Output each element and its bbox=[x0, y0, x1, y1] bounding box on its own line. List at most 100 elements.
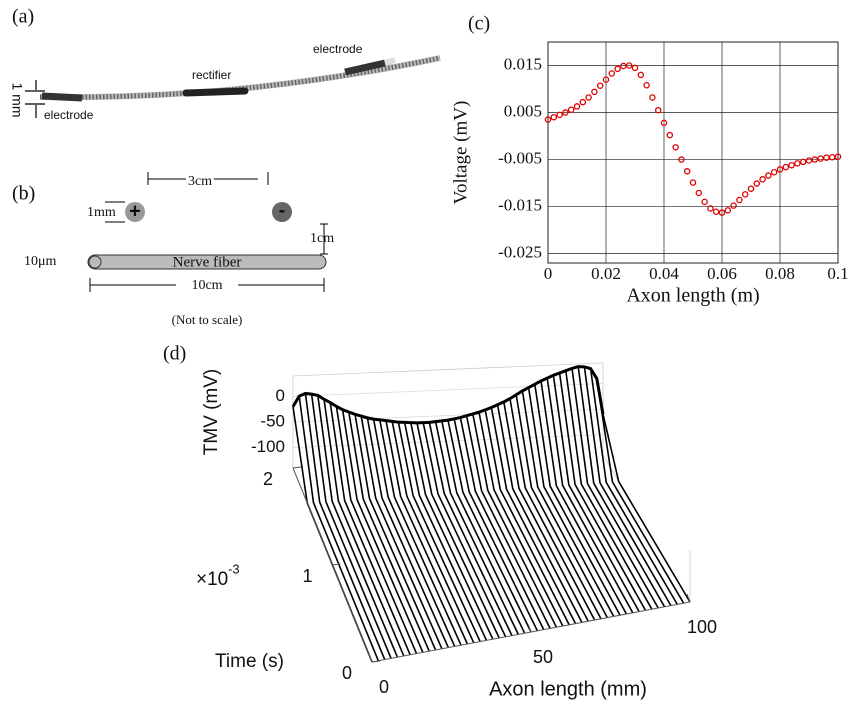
y-tick-label: -0.015 bbox=[498, 195, 542, 214]
label: Nerve fiber bbox=[173, 254, 242, 270]
data-point bbox=[701, 198, 708, 206]
surface-trace bbox=[496, 404, 583, 623]
data-point bbox=[573, 103, 581, 110]
electrode bbox=[344, 59, 386, 76]
panel-label: (c) bbox=[468, 13, 490, 35]
data-point bbox=[736, 196, 743, 204]
surface-trace bbox=[323, 399, 405, 657]
data-point bbox=[770, 168, 778, 176]
x-tick-label: 50 bbox=[533, 647, 553, 667]
data-point bbox=[654, 106, 662, 114]
dimension bbox=[320, 223, 328, 255]
data-point bbox=[811, 156, 819, 163]
surface-trace bbox=[577, 366, 666, 608]
fiber-end bbox=[88, 255, 102, 269]
surface-trace bbox=[540, 380, 628, 615]
tick-mark bbox=[332, 563, 341, 566]
surface-trace bbox=[521, 390, 609, 618]
surface-trace bbox=[571, 368, 659, 609]
data-point bbox=[776, 166, 784, 173]
data-point bbox=[562, 109, 569, 116]
surface-trace bbox=[422, 422, 507, 638]
data-point bbox=[730, 202, 737, 209]
surface-trace bbox=[515, 394, 602, 620]
surface-trace bbox=[565, 370, 653, 610]
x-tick-label: 0.02 bbox=[591, 264, 621, 283]
surface-trace bbox=[391, 421, 475, 644]
data-point bbox=[724, 207, 732, 214]
data-point bbox=[550, 113, 558, 121]
data-point bbox=[718, 209, 726, 216]
surface-trace bbox=[360, 415, 443, 650]
chart-c: (c) 0 0.02 0.04 0.06 0.08 0.1 -0.025 -0.015 -0.00… bbox=[450, 13, 848, 307]
data-point bbox=[602, 76, 610, 83]
data-point bbox=[794, 160, 801, 167]
y-tick-label: 0 bbox=[342, 663, 352, 683]
z-tick-label: -50 bbox=[260, 411, 285, 430]
data-point bbox=[585, 94, 592, 101]
surface-trace bbox=[403, 422, 488, 641]
surface-trace bbox=[465, 415, 551, 629]
surface-trace bbox=[372, 418, 456, 647]
surface-trace bbox=[379, 419, 462, 646]
y-tick-label: -0.025 bbox=[498, 243, 542, 262]
label: 1cm bbox=[310, 231, 334, 246]
data-point bbox=[596, 82, 604, 89]
data-point bbox=[643, 82, 650, 89]
note: (Not to scale) bbox=[172, 312, 243, 327]
label: + bbox=[129, 200, 141, 222]
z-axis-label: TMV (mV) bbox=[201, 369, 222, 456]
electrode-cathode bbox=[272, 202, 292, 222]
surface-trace bbox=[341, 409, 424, 653]
label: - bbox=[279, 199, 286, 221]
surface-trace bbox=[552, 375, 640, 612]
surface-trace bbox=[478, 412, 564, 627]
rectifier bbox=[182, 87, 249, 97]
surface-trace bbox=[310, 394, 392, 659]
data-point bbox=[579, 98, 587, 106]
y-tick-label: 1 bbox=[302, 566, 312, 586]
surface-trace bbox=[428, 422, 513, 636]
surface-trace bbox=[546, 378, 634, 614]
axis-box bbox=[292, 362, 604, 377]
surface-trace bbox=[298, 396, 380, 662]
dimension bbox=[89, 278, 325, 292]
data-point bbox=[660, 119, 668, 127]
data-point bbox=[759, 176, 766, 183]
x-tick-label: 0.04 bbox=[649, 264, 679, 283]
surface-trace bbox=[602, 413, 691, 603]
data-point bbox=[591, 88, 598, 96]
data-point bbox=[678, 156, 685, 163]
surface-trace bbox=[397, 422, 481, 642]
surface-trace bbox=[335, 406, 418, 654]
electrode bbox=[41, 92, 83, 102]
surface-trace bbox=[447, 419, 532, 633]
y-scale-exponent: -3 bbox=[228, 561, 240, 576]
data-point bbox=[608, 70, 616, 77]
data-point bbox=[799, 158, 807, 166]
panel-label: (d) bbox=[163, 343, 186, 365]
tick-mark bbox=[292, 466, 302, 469]
data-point bbox=[672, 144, 679, 151]
label: electrode bbox=[44, 108, 94, 122]
label: 10cm bbox=[191, 278, 222, 293]
tick-mark bbox=[686, 593, 691, 603]
data-point bbox=[788, 161, 795, 169]
dimension bbox=[147, 172, 269, 185]
tick-mark bbox=[371, 660, 381, 663]
grid-line bbox=[292, 383, 604, 397]
data-point bbox=[817, 155, 824, 162]
panel-label: (a) bbox=[12, 6, 34, 28]
surface-trace bbox=[558, 372, 647, 611]
chart-d: -100 -50 0 0 50 100 0 1 2 Axon length (mm) Time (s… bbox=[196, 362, 717, 700]
data-point bbox=[753, 180, 761, 187]
y-axis-label: Voltage (mV) bbox=[450, 101, 471, 205]
surface-trace bbox=[385, 420, 469, 645]
data-point bbox=[556, 111, 563, 119]
x-axis-label: Axon length (mm) bbox=[489, 678, 647, 700]
data-point bbox=[712, 208, 720, 215]
label: 1 mm bbox=[9, 83, 25, 118]
y-axis-label: Time (s) bbox=[215, 651, 284, 672]
surface-trace bbox=[453, 418, 539, 632]
